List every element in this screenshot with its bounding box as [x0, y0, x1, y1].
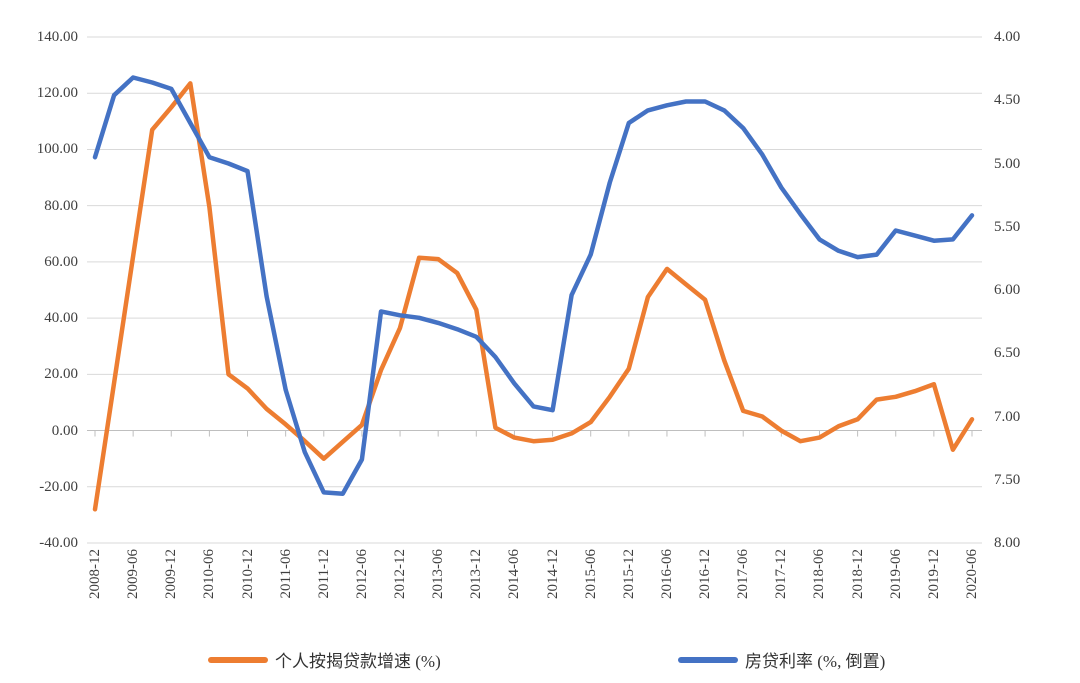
y-axis-label-right: 5.50: [994, 218, 1021, 235]
y-axis-label-left: -20.00: [39, 478, 78, 495]
x-axis-label: 2015-06: [582, 549, 599, 599]
legend-label-mortgage-loan-growth: 个人按揭贷款增速 (%): [275, 652, 441, 671]
y-axis-label-right: 8.00: [994, 535, 1021, 551]
x-axis-label: 2019-12: [925, 549, 942, 599]
y-axis-label-right: 4.00: [994, 29, 1021, 45]
x-axis-label: 2020-06: [964, 549, 980, 599]
x-axis-label: 2018-06: [811, 549, 828, 599]
x-axis-label: 2014-12: [544, 549, 561, 599]
x-axis-label: 2014-06: [506, 549, 523, 599]
y-axis-label-left: 100.00: [36, 141, 78, 158]
y-axis-label-left: 120.00: [36, 85, 78, 102]
y-axis-label-right: 5.00: [994, 155, 1021, 172]
x-axis-label: 2016-12: [697, 549, 714, 599]
x-axis-label: 2011-12: [315, 549, 332, 599]
x-axis-label: 2017-06: [735, 549, 752, 599]
y-axis-label-left: 40.00: [44, 310, 78, 327]
x-axis-label: 2010-06: [201, 549, 218, 599]
x-axis-label: 2012-12: [392, 549, 409, 599]
x-axis-label: 2013-12: [468, 549, 485, 599]
legend-swatch-blue-line: [678, 656, 738, 663]
legend-item-mortgage-rate[interactable]: 房贷利率 (%, 倒置): [678, 647, 885, 672]
y-axis-label-right: 7.00: [994, 408, 1021, 425]
x-axis-label: 2009-06: [125, 549, 142, 599]
x-axis-label: 2017-12: [773, 549, 790, 599]
x-axis-label: 2010-12: [239, 549, 256, 599]
y-axis-label-right: 4.50: [994, 92, 1021, 109]
y-axis-label-left: 60.00: [44, 253, 78, 270]
x-axis-label: 2015-12: [620, 549, 637, 599]
legend-label-mortgage-rate: 房贷利率 (%, 倒置): [745, 652, 886, 671]
y-axis-label-right: 7.50: [994, 471, 1021, 488]
y-axis-label-left: 140.00: [36, 29, 78, 45]
x-axis-label: 2018-12: [849, 549, 866, 599]
x-axis-label: 2013-06: [430, 549, 447, 599]
x-axis-label: 2016-06: [658, 549, 675, 599]
y-axis-label-left: 20.00: [44, 366, 78, 383]
series-line-mortgage-loan-growth[interactable]: [92, 81, 975, 512]
y-axis-label-left: 0.00: [51, 422, 78, 439]
y-axis-label-left: -40.00: [39, 535, 78, 551]
series-line-mortgage-rate[interactable]: [92, 75, 975, 496]
x-axis-label: 2008-12: [87, 549, 103, 599]
x-axis-label: 2019-06: [887, 549, 904, 599]
legend-item-mortgage-loan-growth[interactable]: 个人按揭贷款增速 (%): [208, 647, 441, 672]
x-axis-label: 2009-12: [163, 549, 180, 599]
x-axis-label: 2012-06: [353, 549, 370, 599]
legend: 个人按揭贷款增速 (%) 房贷利率 (%, 倒置): [0, 641, 1080, 671]
legend-swatch-orange-line: [208, 656, 268, 663]
y-axis-label-right: 6.00: [994, 282, 1021, 298]
y-axis-label-left: 80.00: [44, 197, 78, 214]
y-axis-label-right: 6.50: [994, 345, 1021, 362]
x-axis-label: 2011-06: [277, 549, 294, 599]
